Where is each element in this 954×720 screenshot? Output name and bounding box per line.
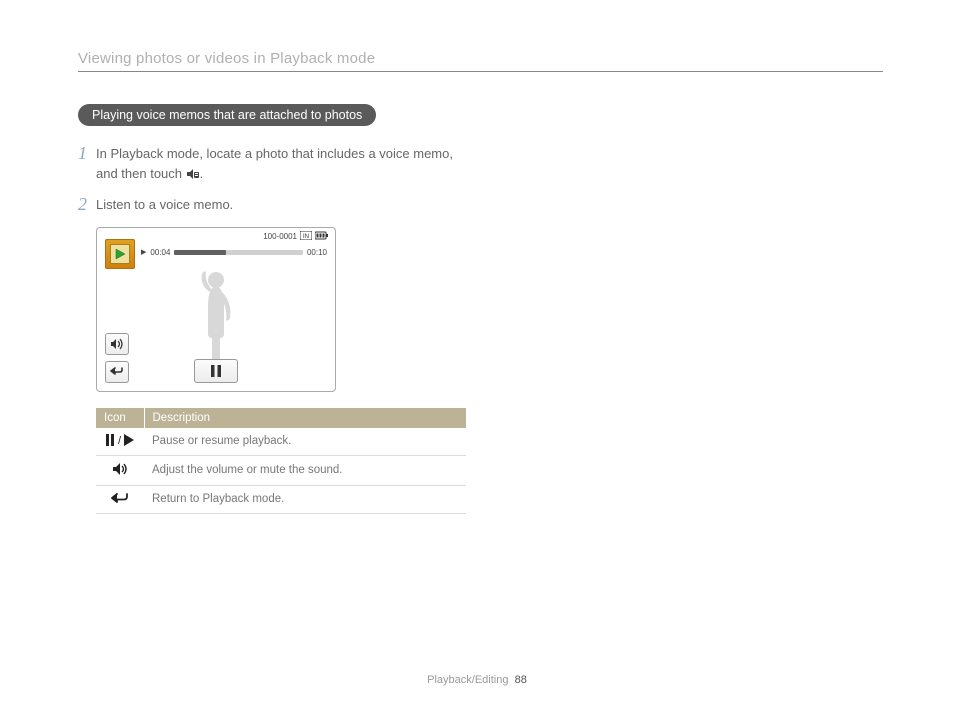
row-icon-cell	[96, 485, 144, 513]
table-row: Return to Playback mode.	[96, 485, 466, 513]
page-number: 88	[515, 674, 527, 686]
step-1-text-before: In Playback mode, locate a photo that in…	[96, 146, 453, 181]
speaker-icon	[110, 338, 124, 350]
status-bar: 100-0001 IN	[263, 231, 329, 242]
storage-icon: IN	[300, 231, 312, 242]
elapsed-time: 00:04	[150, 248, 170, 257]
row-desc: Return to Playback mode.	[144, 485, 466, 513]
photo-thumbnail[interactable]	[105, 239, 135, 269]
playback-screen-mockup: 100-0001 IN ▶ 00:04 00:10	[96, 227, 336, 392]
voice-memo-icon	[186, 166, 200, 178]
step-1-text-after: .	[200, 166, 204, 181]
speaker-icon	[112, 462, 128, 476]
footer-section: Playback/Editing	[427, 674, 508, 686]
return-icon	[110, 366, 124, 378]
battery-icon	[315, 231, 329, 242]
progress-fill	[174, 250, 225, 255]
section-heading-pill: Playing voice memos that are attached to…	[78, 104, 376, 126]
chapter-title: Viewing photos or videos in Playback mod…	[78, 50, 883, 72]
step-text: In Playback mode, locate a photo that in…	[96, 144, 478, 183]
pause-button[interactable]	[194, 359, 238, 383]
total-time: 00:10	[307, 248, 327, 257]
file-counter: 100-0001	[263, 232, 297, 241]
progress-row: ▶ 00:04 00:10	[141, 248, 327, 257]
svg-text:IN: IN	[303, 234, 309, 240]
step-1: 1 In Playback mode, locate a photo that …	[78, 144, 478, 183]
return-icon	[111, 492, 129, 504]
table-header-icon: Icon	[96, 408, 144, 428]
volume-button[interactable]	[105, 333, 129, 355]
pause-icon	[210, 364, 222, 378]
step-number: 1	[78, 144, 96, 164]
step-number: 2	[78, 195, 96, 215]
page-footer: Playback/Editing 88	[0, 674, 954, 686]
row-icon-cell: /	[96, 428, 144, 456]
step-text: Listen to a voice memo.	[96, 195, 233, 215]
back-button[interactable]	[105, 361, 129, 383]
pause-play-icon: /	[106, 434, 134, 446]
play-indicator-icon: ▶	[141, 248, 146, 256]
row-desc: Adjust the volume or mute the sound.	[144, 455, 466, 485]
progress-bar[interactable]	[174, 250, 303, 255]
step-2: 2 Listen to a voice memo.	[78, 195, 478, 215]
row-icon-cell	[96, 455, 144, 485]
table-row: / Pause or resume playback.	[96, 428, 466, 456]
table-header-desc: Description	[144, 408, 466, 428]
icon-description-table: Icon Description / Pause or resume playb…	[96, 408, 466, 514]
table-row: Adjust the volume or mute the sound.	[96, 455, 466, 485]
play-icon	[114, 248, 126, 260]
svg-text:/: /	[118, 435, 122, 446]
row-desc: Pause or resume playback.	[144, 428, 466, 456]
